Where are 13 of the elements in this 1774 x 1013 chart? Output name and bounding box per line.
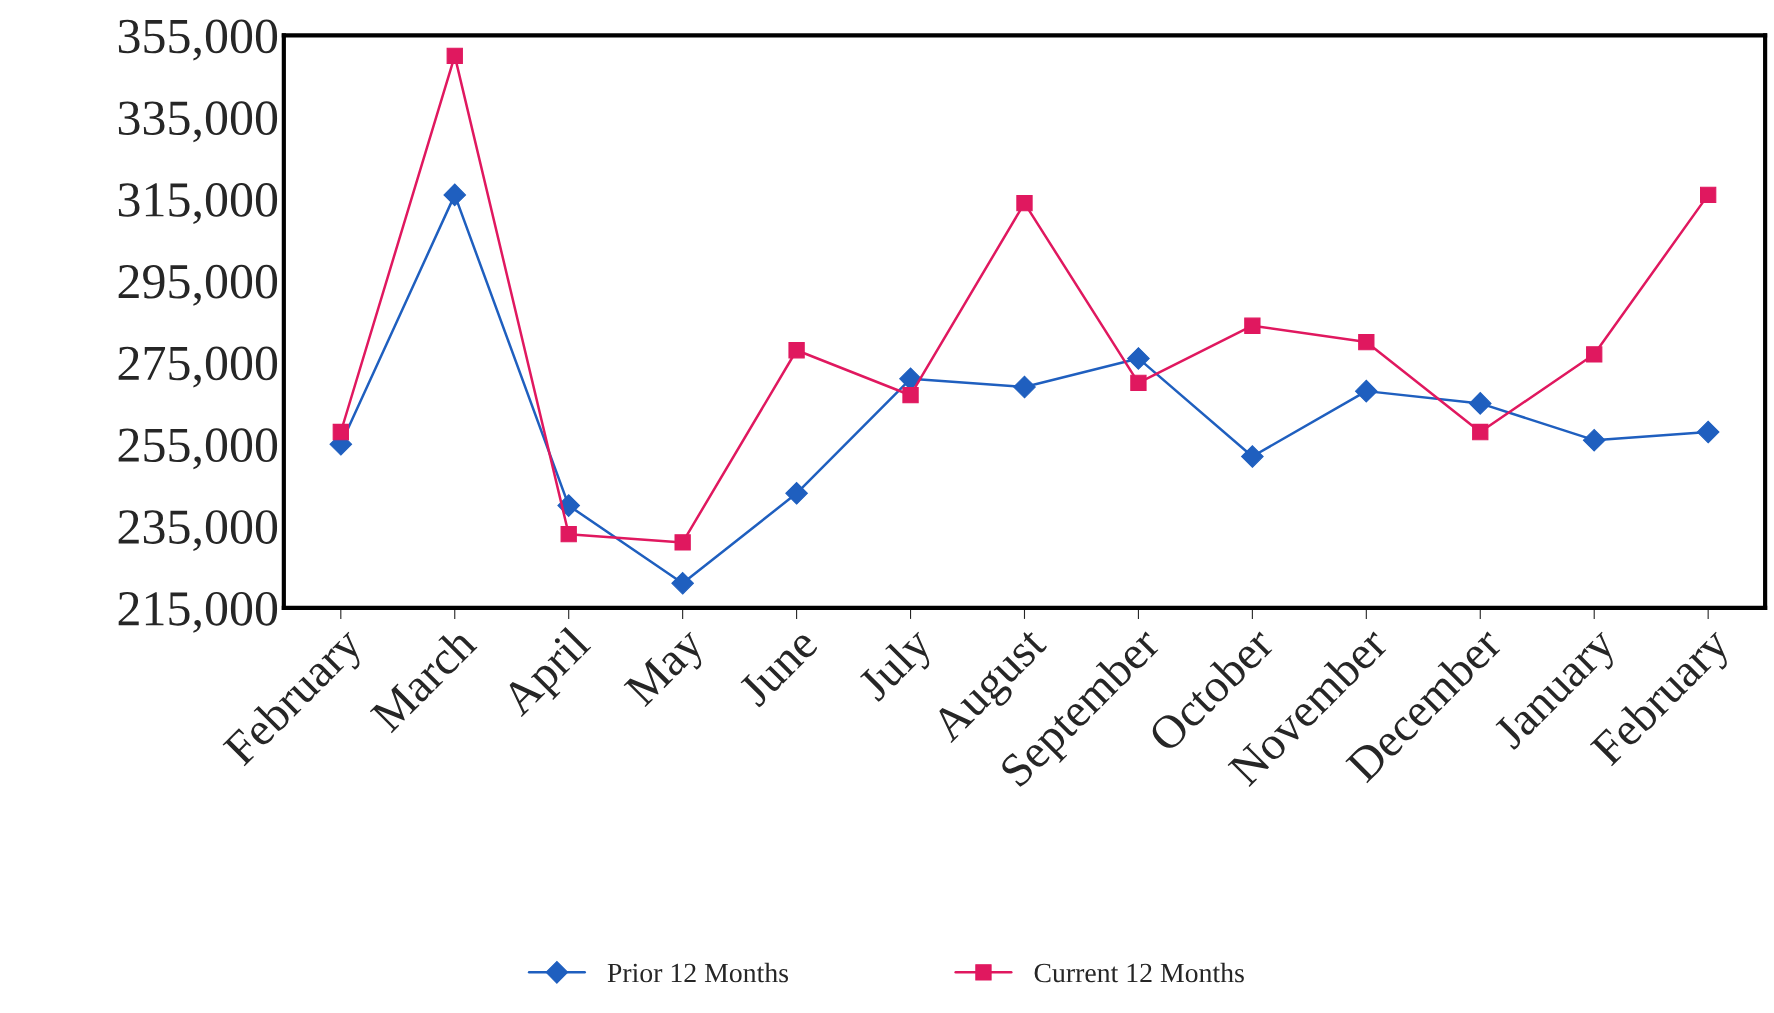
y-tick-label: 335,000	[118, 101, 278, 143]
y-tick-label: 295,000	[118, 264, 278, 306]
x-tick-label: July	[855, 623, 941, 710]
x-tick-label: June	[737, 626, 819, 708]
y-tick-label: 235,000	[118, 510, 278, 552]
legend-label: Prior 12 Months	[607, 962, 789, 983]
y-tick-label: 215,000	[118, 591, 278, 633]
y-tick-label: 355,000	[118, 19, 278, 61]
y-tick-label: 315,000	[118, 183, 278, 225]
legend-label: Current 12 Months	[1034, 962, 1244, 983]
x-tick-label: May	[623, 625, 713, 715]
y-tick-label: 275,000	[118, 346, 278, 388]
y-tick-label: 255,000	[118, 428, 278, 470]
